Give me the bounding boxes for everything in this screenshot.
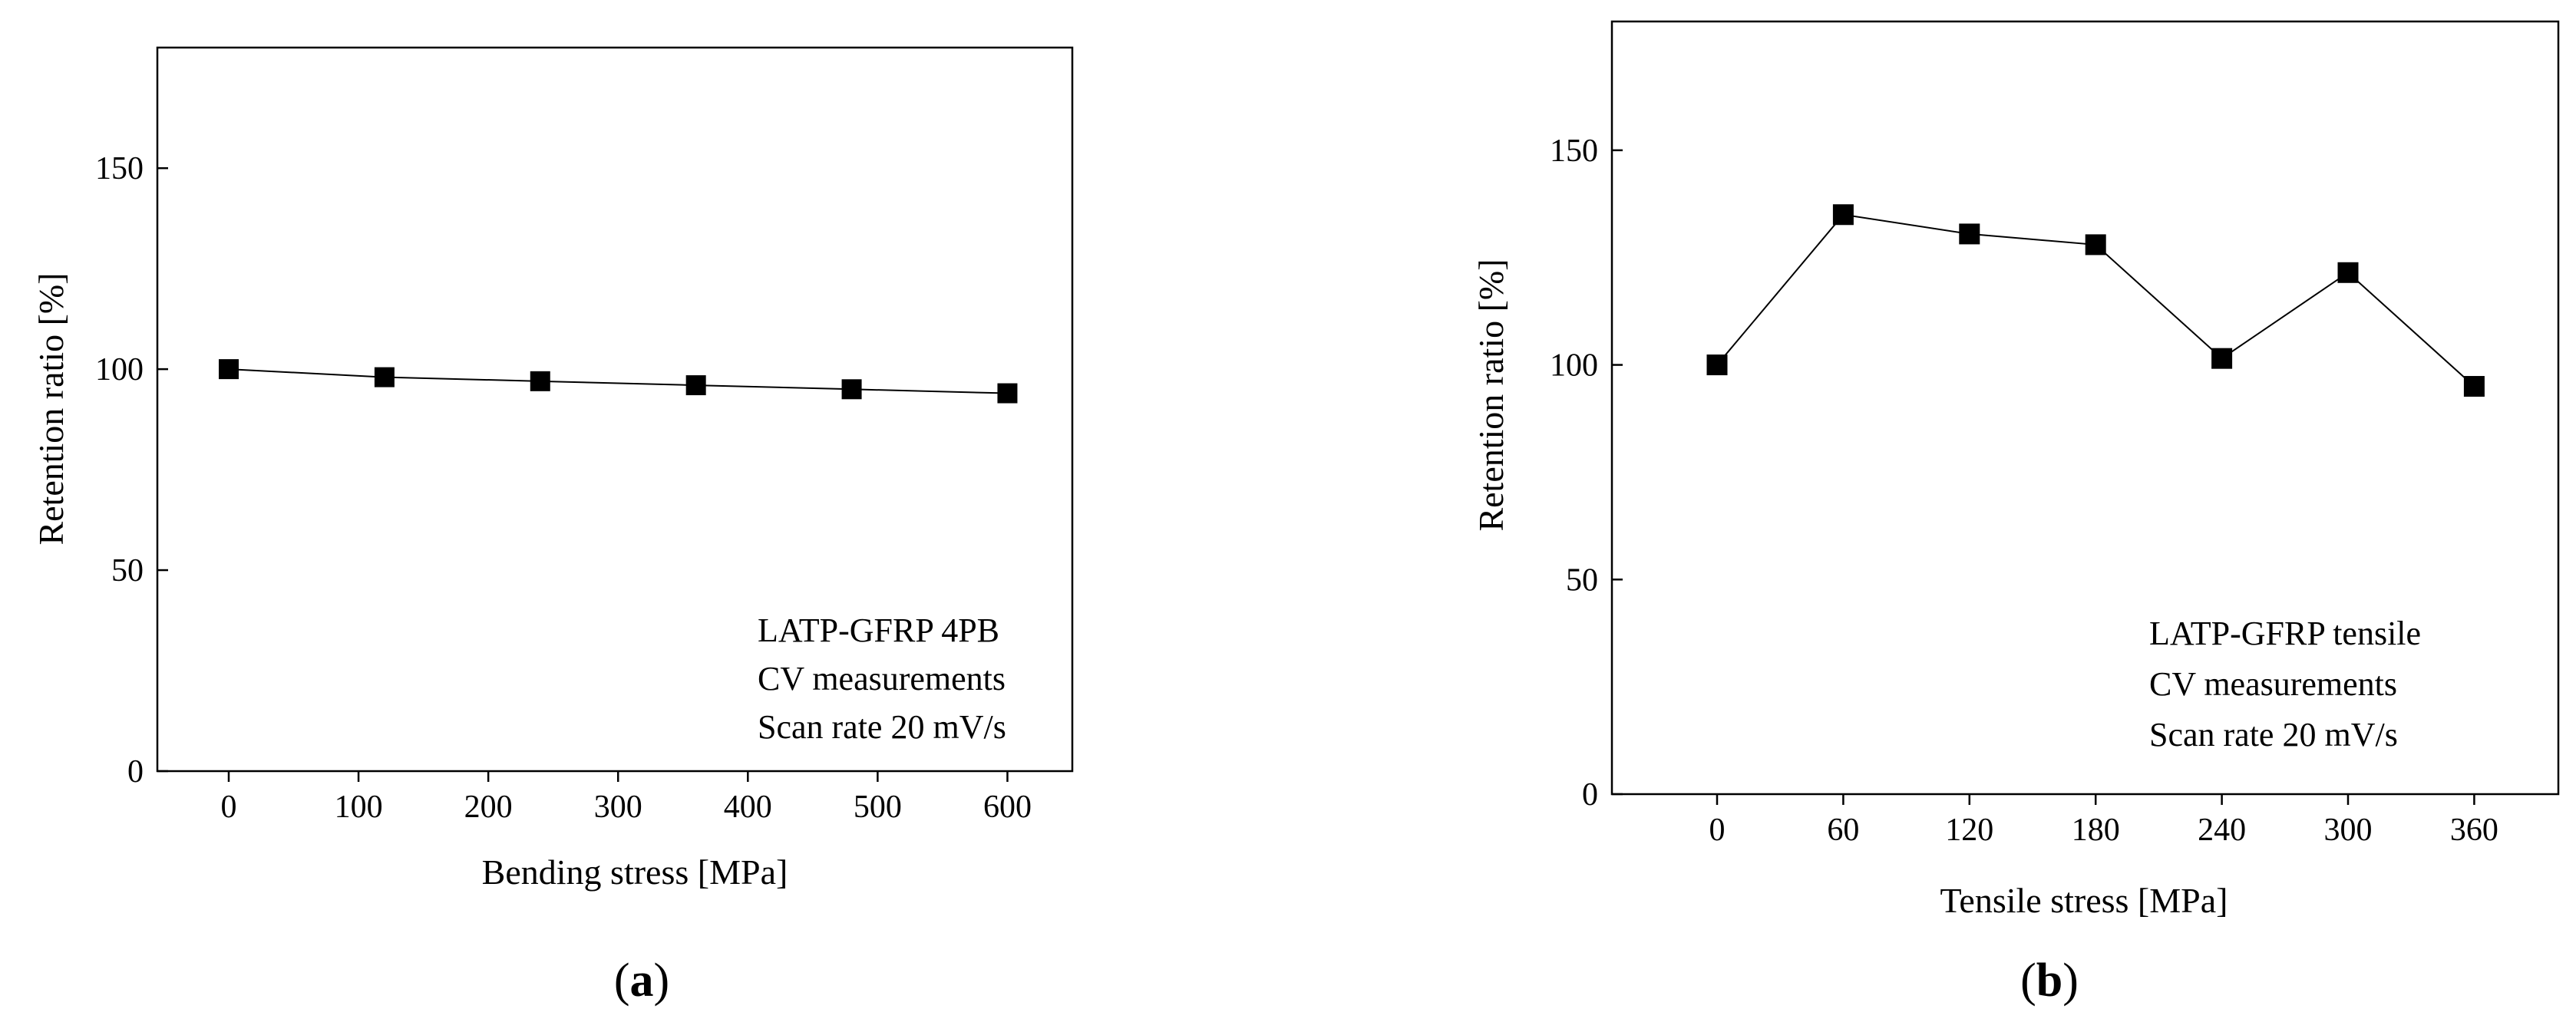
y-tick-label: 0 xyxy=(127,754,144,790)
data-point xyxy=(2085,234,2106,256)
y-axis-label-b: Retention ratio [%] xyxy=(1471,259,1511,531)
x-tick-label: 300 xyxy=(2324,813,2373,848)
data-point xyxy=(685,375,706,396)
x-tick-label: 180 xyxy=(2072,813,2120,848)
x-axis-label-a: Bending stress [MPa] xyxy=(482,852,788,892)
data-point xyxy=(218,359,239,380)
chart-panel-a: 0 50 100 150 0 100 200 300 400 500 600 Bending st… xyxy=(31,46,1074,1007)
annotation-b-3: Scan rate 20 mV/s xyxy=(2149,716,2398,753)
x-tick-label: 500 xyxy=(854,790,902,825)
data-point xyxy=(1706,354,1728,376)
y-tick-label: 50 xyxy=(111,553,144,589)
x-tick-label: 400 xyxy=(724,790,772,825)
series-markers-a xyxy=(218,359,1018,404)
x-tick-label: 0 xyxy=(1709,813,1726,848)
y-axis-b: 0 50 100 150 xyxy=(1550,134,1623,813)
annotation-b-2: CV measurements xyxy=(2149,665,2397,703)
panel-label-a: (a) xyxy=(614,955,669,1007)
x-axis-label-b: Tensile stress [MPa] xyxy=(1940,881,2228,920)
y-tick-label: 100 xyxy=(95,352,144,387)
data-point xyxy=(374,367,395,387)
x-tick-label: 300 xyxy=(594,790,642,825)
data-point xyxy=(530,371,550,391)
panel-label-b: (b) xyxy=(2020,955,2079,1007)
y-tick-label: 50 xyxy=(1566,562,1598,598)
y-tick-label: 150 xyxy=(1550,134,1598,169)
x-axis-a: 0 100 200 300 400 500 600 xyxy=(220,771,1032,825)
y-axis-label-a: Retention ratio [%] xyxy=(31,272,71,545)
x-tick-label: 0 xyxy=(220,790,236,825)
y-tick-label: 0 xyxy=(1582,777,1598,813)
annotation-a-2: CV measurements xyxy=(758,660,1006,697)
y-tick-label: 100 xyxy=(1550,348,1598,384)
x-tick-label: 100 xyxy=(335,790,383,825)
annotation-a-3: Scan rate 20 mV/s xyxy=(758,708,1006,746)
x-tick-label: 120 xyxy=(1945,813,1993,848)
annotation-a-1: LATP-GFRP 4PB xyxy=(758,612,999,649)
x-axis-b: 0 60 120 180 240 300 360 xyxy=(1709,794,2498,848)
data-point xyxy=(2463,376,2485,397)
data-point xyxy=(841,379,862,400)
series-line-a xyxy=(228,368,1008,394)
data-point xyxy=(1959,223,1980,245)
chart-panel-b: 0 50 100 150 0 60 120 180 240 300 360 Tensile str… xyxy=(1471,20,2560,1007)
y-axis-a: 0 50 100 150 xyxy=(95,151,168,790)
plot-frame-b xyxy=(1610,20,2560,796)
series-markers-b xyxy=(1706,204,2485,397)
plot-frame-a xyxy=(156,46,1074,773)
x-tick-label: 600 xyxy=(983,790,1032,825)
x-tick-label: 360 xyxy=(2450,813,2498,848)
annotation-b-1: LATP-GFRP tensile xyxy=(2149,615,2421,652)
data-point xyxy=(2337,262,2359,283)
data-point xyxy=(2211,348,2233,369)
y-tick-label: 150 xyxy=(95,151,144,186)
x-tick-label: 200 xyxy=(464,790,513,825)
data-point xyxy=(997,383,1018,404)
data-point xyxy=(1832,204,1854,226)
x-tick-label: 60 xyxy=(1827,813,1859,848)
x-tick-label: 240 xyxy=(2198,813,2246,848)
